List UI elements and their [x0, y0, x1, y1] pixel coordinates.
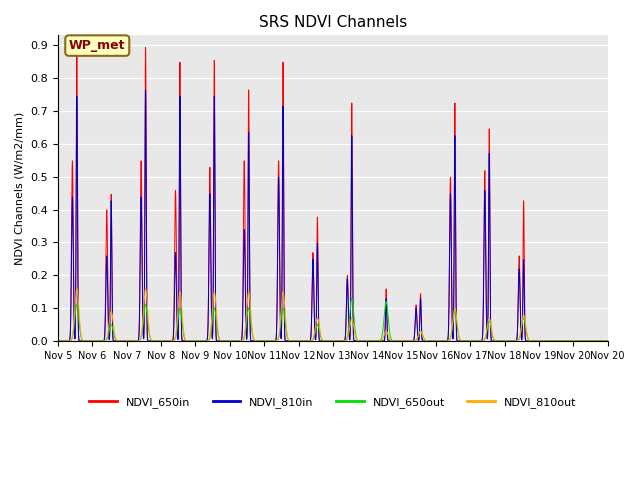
NDVI_650out	[487, 324, 495, 330]
NDVI_810out	[452, 309, 460, 314]
Line: NDVI_650in: NDVI_650in	[58, 48, 608, 341]
NDVI_650in	[404, 338, 412, 344]
NDVI_810in	[141, 87, 149, 93]
NDVI_650in	[487, 332, 495, 338]
NDVI_810in	[404, 338, 412, 344]
NDVI_810out	[73, 286, 81, 291]
Legend: NDVI_650in, NDVI_810in, NDVI_650out, NDVI_810out: NDVI_650in, NDVI_810in, NDVI_650out, NDV…	[85, 393, 581, 412]
NDVI_650out	[452, 312, 460, 317]
NDVI_650in	[54, 338, 62, 344]
NDVI_810in	[535, 338, 543, 344]
NDVI_650out	[604, 338, 612, 344]
NDVI_650in	[520, 209, 528, 215]
NDVI_650out	[348, 295, 356, 301]
NDVI_810out	[598, 338, 605, 344]
NDVI_650out	[535, 338, 543, 344]
Line: NDVI_810out: NDVI_810out	[58, 288, 608, 341]
NDVI_810out	[535, 338, 543, 344]
NDVI_810out	[604, 338, 612, 344]
NDVI_650out	[520, 315, 528, 321]
NDVI_650out	[54, 338, 62, 344]
NDVI_810in	[520, 264, 528, 269]
Title: SRS NDVI Channels: SRS NDVI Channels	[259, 15, 407, 30]
NDVI_650in	[535, 338, 543, 344]
NDVI_650in	[598, 338, 605, 344]
NDVI_650in	[452, 266, 460, 272]
NDVI_810in	[452, 276, 460, 282]
NDVI_810in	[598, 338, 605, 344]
NDVI_650in	[604, 338, 612, 344]
NDVI_650out	[598, 338, 605, 344]
NDVI_810out	[167, 338, 175, 344]
NDVI_650out	[404, 338, 412, 344]
NDVI_810in	[604, 338, 612, 344]
Text: WP_met: WP_met	[69, 39, 125, 52]
NDVI_810out	[487, 322, 495, 327]
Line: NDVI_810in: NDVI_810in	[58, 90, 608, 341]
NDVI_810out	[404, 338, 412, 344]
NDVI_650in	[167, 338, 175, 344]
NDVI_810out	[54, 338, 62, 344]
Y-axis label: NDVI Channels (W/m2/mm): NDVI Channels (W/m2/mm)	[15, 111, 25, 265]
NDVI_650in	[141, 45, 149, 50]
NDVI_810in	[167, 338, 175, 344]
NDVI_810in	[54, 338, 62, 344]
NDVI_810in	[487, 333, 495, 338]
Line: NDVI_650out: NDVI_650out	[58, 298, 608, 341]
NDVI_650out	[167, 338, 175, 344]
NDVI_810out	[520, 312, 528, 318]
